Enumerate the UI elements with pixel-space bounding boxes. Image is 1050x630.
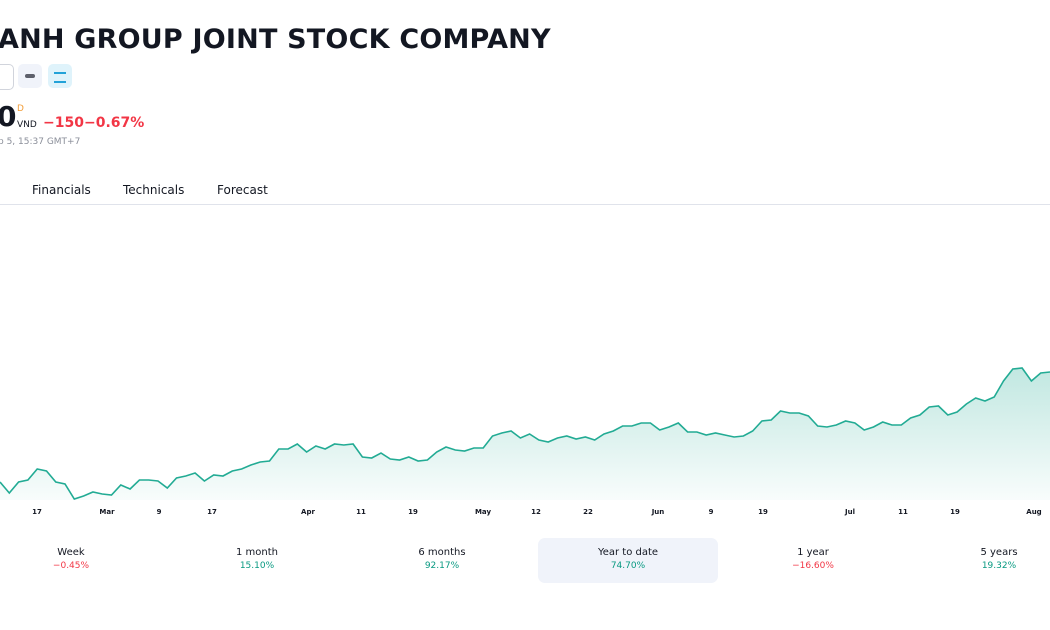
company-title: ANH GROUP JOINT STOCK COMPANY [0,24,551,55]
x-tick-label: Jul [844,508,855,516]
icon-button[interactable] [18,64,42,88]
x-tick-label: 17 [32,508,42,516]
period-value: 92.17% [424,561,460,571]
x-tick-label: May [475,508,491,516]
tab[interactable]: Financials [32,183,91,197]
period-name: Year to date [597,547,659,558]
period-name: Week [57,547,85,558]
period-button[interactable]: 6 months 92.17% [352,538,532,583]
x-tick-label: 9 [709,508,714,516]
timestamp: p 5, 15:37 GMT+7 [0,137,81,147]
chart: 17 Mar 9 17 Apr 11 19 May 12 22 Jun 9 19 Jul 11 19 Aug [0,367,1050,516]
x-tick-label: 9 [157,508,162,516]
price-line [0,367,1050,500]
period-value: −0.45% [52,561,90,571]
period-button[interactable]: Week −0.45% [0,538,161,583]
change-percent: −0.67% [84,115,145,131]
x-tick-label: 11 [356,508,366,516]
period-button[interactable]: 5 years 19.32% [909,538,1050,583]
period-value: 19.32% [981,561,1017,571]
x-tick-label: Apr [301,508,315,516]
tab[interactable]: Technicals [123,183,185,197]
period-button[interactable]: 1 month 15.10% [167,538,347,583]
x-tick-label: 22 [583,508,593,516]
currency-mark: D [17,104,24,114]
x-tick-label: Aug [1026,508,1041,516]
change: −150 [43,115,84,131]
period-value: 74.70% [610,561,646,571]
divider [0,204,1050,205]
period-name: 5 years [980,547,1018,558]
period-button[interactable]: Year to date 74.70% [538,538,718,583]
period-name: 6 months [418,547,466,558]
x-tick-label: Mar [99,508,115,516]
area [0,368,1050,500]
price: 0 [0,100,17,133]
period-name: 1 year [797,547,829,558]
x-tick-label: 19 [408,508,418,516]
x-tick-label: Jun [651,508,665,516]
x-tick-label: 19 [758,508,768,516]
x-tick-label: 11 [898,508,908,516]
period-value: −16.60% [792,561,834,571]
currency: VND [17,120,37,130]
x-tick-label: 17 [207,508,217,516]
x-tick-label: 19 [950,508,960,516]
period-value: 15.10% [239,561,275,571]
period-button[interactable]: 1 year −16.60% [723,538,903,583]
icon-button[interactable] [48,64,72,88]
x-tick-label: 12 [531,508,541,516]
period-name: 1 month [236,547,278,558]
tab[interactable]: Forecast [217,183,268,197]
icon-button[interactable] [0,64,14,90]
